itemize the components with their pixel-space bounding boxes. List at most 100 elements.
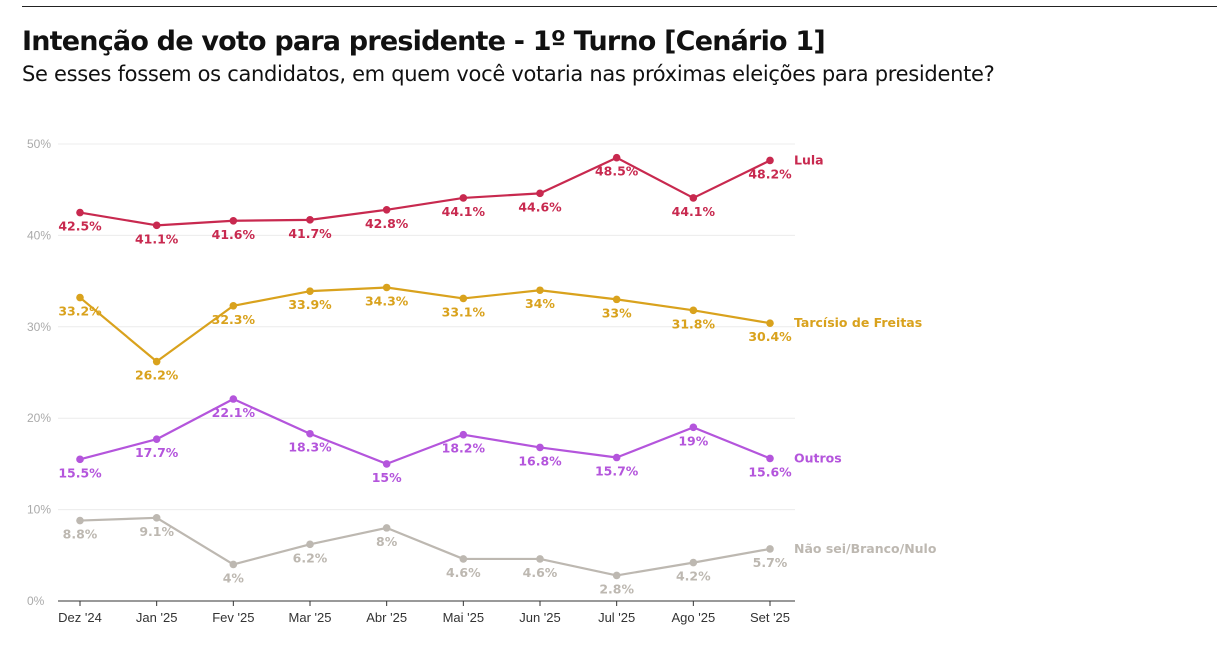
data-point bbox=[536, 189, 544, 198]
data-point bbox=[76, 293, 84, 302]
data-point bbox=[766, 454, 774, 463]
x-tick-label: Abr '25 bbox=[366, 610, 407, 625]
data-point bbox=[536, 286, 544, 295]
data-label: 26.2% bbox=[135, 368, 179, 383]
data-label: 18.3% bbox=[288, 440, 332, 455]
data-point bbox=[612, 571, 621, 580]
data-point bbox=[152, 357, 161, 366]
data-point bbox=[229, 395, 238, 403]
chart-title: Intenção de voto para presidente - 1º Tu… bbox=[22, 26, 826, 57]
data-label: 33.2% bbox=[58, 304, 102, 319]
data-point bbox=[229, 560, 238, 569]
data-label: 4.2% bbox=[676, 569, 711, 584]
data-point bbox=[382, 206, 391, 214]
data-label: 4.6% bbox=[523, 565, 558, 580]
data-label: 15.7% bbox=[595, 464, 639, 479]
series-line bbox=[79, 397, 771, 465]
data-point bbox=[459, 430, 468, 439]
x-tick-label: Mai '25 bbox=[443, 610, 485, 625]
data-label: 33% bbox=[602, 305, 632, 320]
x-tick-label: Mar '25 bbox=[289, 610, 332, 625]
data-point bbox=[306, 540, 314, 549]
series-label: Lula bbox=[794, 152, 824, 167]
data-point bbox=[306, 287, 314, 295]
data-label: 17.7% bbox=[135, 445, 179, 460]
series-label: Tarcísio de Freitas bbox=[794, 315, 922, 330]
x-tick-label: Set '25 bbox=[750, 610, 790, 625]
x-tick-label: Jun '25 bbox=[519, 610, 561, 625]
data-label: 44.6% bbox=[518, 199, 562, 214]
chart-subtitle: Se esses fossem os candidatos, em quem v… bbox=[22, 62, 995, 86]
data-label: 34.3% bbox=[365, 293, 409, 308]
y-tick-label: 40% bbox=[27, 228, 51, 242]
data-label: 15.5% bbox=[58, 465, 102, 480]
data-point bbox=[689, 558, 698, 567]
data-point bbox=[229, 216, 238, 225]
x-tick-label: Jul '25 bbox=[598, 610, 635, 625]
data-point bbox=[76, 208, 84, 217]
data-label: 2.8% bbox=[599, 581, 634, 596]
data-point bbox=[766, 319, 774, 327]
series-line bbox=[79, 156, 771, 227]
x-tick-label: Fev '25 bbox=[212, 610, 254, 625]
data-label: 44.1% bbox=[672, 204, 716, 219]
data-label: 15% bbox=[372, 470, 402, 485]
data-point bbox=[536, 443, 544, 452]
data-label: 4.6% bbox=[446, 565, 481, 580]
data-label: 22.1% bbox=[212, 405, 256, 420]
data-label: 31.8% bbox=[672, 316, 716, 331]
data-point bbox=[459, 194, 468, 202]
data-point bbox=[766, 156, 774, 165]
data-label: 8% bbox=[376, 534, 398, 549]
data-label: 32.3% bbox=[212, 312, 256, 327]
data-label: 16.8% bbox=[518, 453, 562, 468]
x-tick-label: Ago '25 bbox=[671, 610, 715, 625]
data-label: 41.6% bbox=[212, 227, 256, 242]
data-point bbox=[459, 294, 468, 303]
data-point bbox=[76, 455, 84, 464]
data-label: 44.1% bbox=[442, 204, 486, 219]
y-tick-label: 20% bbox=[27, 411, 51, 425]
data-label: 15.6% bbox=[748, 464, 792, 479]
data-point bbox=[76, 516, 84, 525]
data-point bbox=[459, 555, 468, 563]
x-tick-label: Jan '25 bbox=[136, 610, 178, 625]
data-label: 41.7% bbox=[288, 226, 332, 241]
data-point bbox=[152, 435, 161, 444]
data-point bbox=[766, 545, 774, 553]
data-label: 18.2% bbox=[442, 441, 486, 456]
data-label: 48.5% bbox=[595, 164, 639, 179]
series-label: Não sei/Branco/Nulo bbox=[794, 541, 937, 556]
series-line bbox=[79, 286, 771, 363]
data-point bbox=[382, 460, 391, 468]
data-point bbox=[612, 295, 621, 304]
data-label: 8.8% bbox=[63, 527, 98, 542]
series-label: Outros bbox=[794, 450, 842, 465]
data-point bbox=[689, 306, 698, 315]
y-tick-label: 30% bbox=[27, 320, 51, 334]
data-point bbox=[382, 524, 391, 532]
y-tick-label: 10% bbox=[27, 503, 51, 517]
top-rule bbox=[22, 6, 1217, 7]
data-label: 48.2% bbox=[748, 166, 792, 181]
series-line bbox=[79, 516, 771, 577]
data-label: 33.1% bbox=[442, 304, 486, 319]
data-label: 30.4% bbox=[748, 329, 792, 344]
data-label: 4% bbox=[223, 570, 245, 585]
data-label: 9.1% bbox=[139, 524, 174, 539]
data-label: 41.1% bbox=[135, 231, 179, 246]
data-point bbox=[306, 216, 314, 224]
x-tick-label: Dez '24 bbox=[58, 610, 102, 625]
data-point bbox=[612, 153, 621, 162]
data-point bbox=[152, 514, 161, 522]
data-label: 34% bbox=[525, 296, 555, 311]
data-point bbox=[382, 283, 391, 292]
data-point bbox=[612, 453, 621, 462]
data-label: 33.9% bbox=[288, 297, 332, 312]
data-label: 6.2% bbox=[293, 550, 328, 565]
data-point bbox=[536, 555, 544, 563]
y-tick-label: 50% bbox=[27, 137, 51, 151]
data-label: 5.7% bbox=[753, 555, 788, 570]
data-label: 42.8% bbox=[365, 216, 409, 231]
